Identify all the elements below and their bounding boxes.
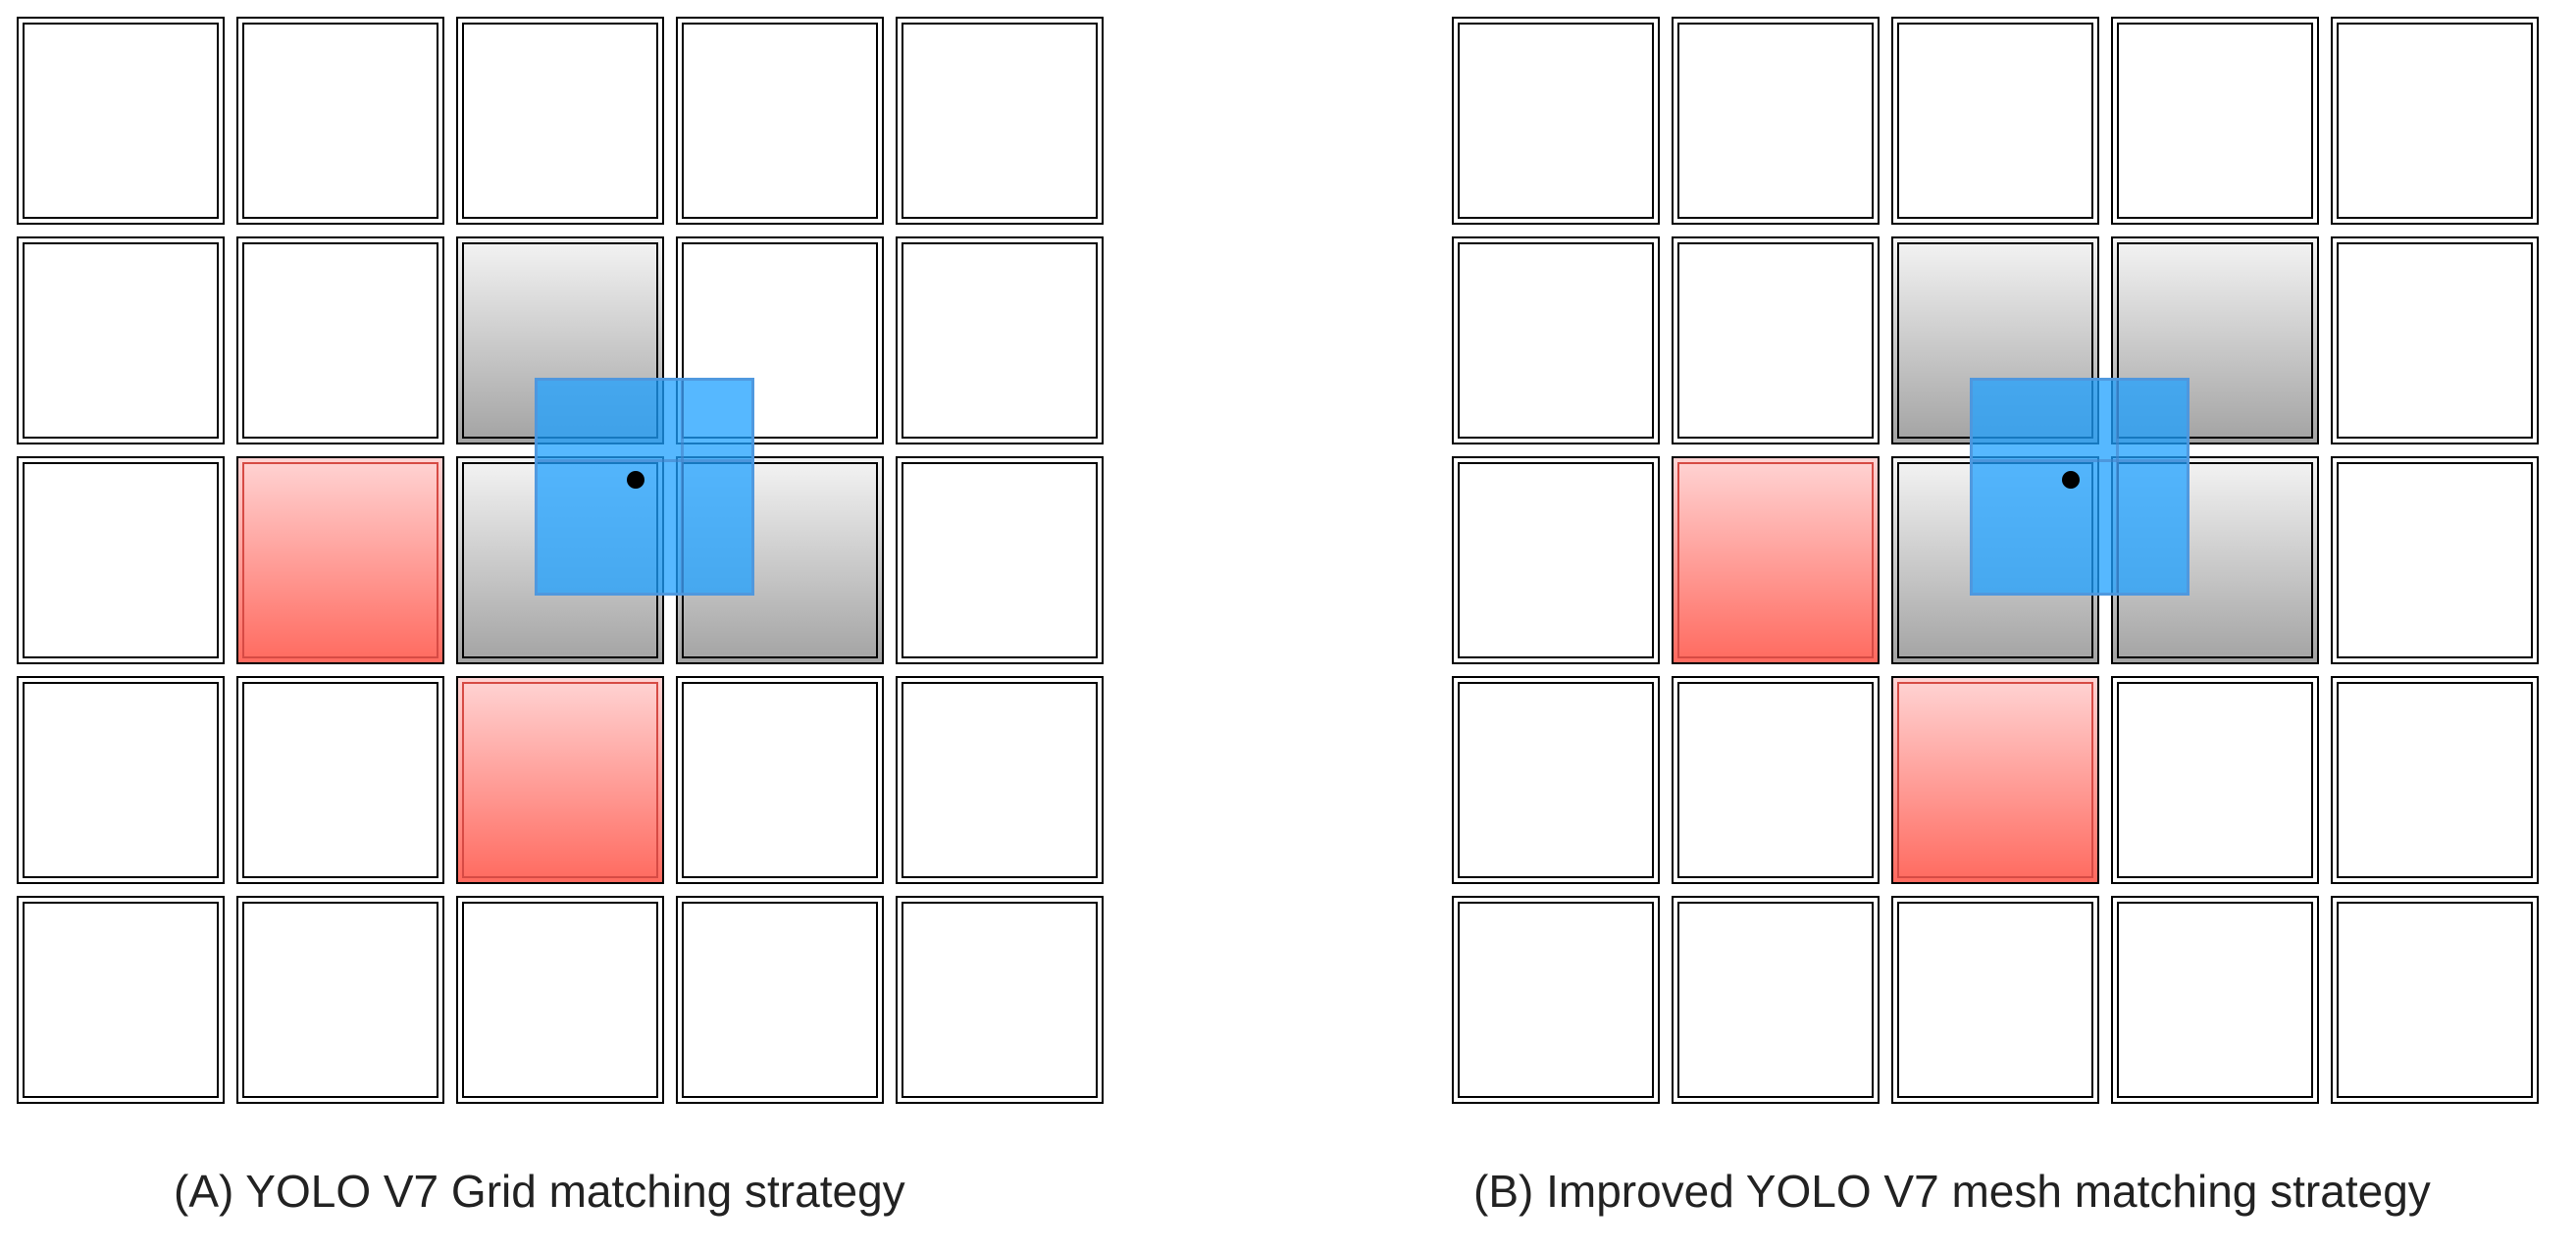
grid-cell — [17, 896, 225, 1104]
grid-cell — [1672, 676, 1880, 884]
grid-cell — [1452, 236, 1660, 444]
grid-cell — [17, 17, 225, 225]
box-cell-divider-vertical — [681, 381, 684, 593]
panel-a — [17, 17, 1127, 1127]
positive-grid-cell — [236, 456, 444, 664]
grid-cell — [2331, 236, 2539, 444]
grid-cell — [1672, 17, 1880, 225]
target-center-point — [627, 471, 644, 489]
grid-cell — [2331, 456, 2539, 664]
target-bounding-box — [1970, 378, 2190, 596]
grid-cell — [2111, 676, 2319, 884]
caption-a: (A) YOLO V7 Grid matching strategy — [174, 1166, 905, 1217]
grid-cell — [896, 896, 1104, 1104]
box-cell-divider-horizontal — [538, 459, 751, 462]
grid-cell — [1452, 17, 1660, 225]
positive-grid-cell — [1891, 676, 2099, 884]
panel-b — [1452, 17, 2562, 1127]
grid-cell — [896, 17, 1104, 225]
target-bounding-box — [535, 378, 754, 596]
grid-cell — [2111, 17, 2319, 225]
grid-cell — [1891, 896, 2099, 1104]
box-cell-divider-horizontal — [1973, 459, 2187, 462]
grid-cell — [1452, 896, 1660, 1104]
grid-cell — [236, 17, 444, 225]
grid-cell — [17, 236, 225, 444]
grid-cell — [676, 896, 884, 1104]
grid-cell — [2331, 676, 2539, 884]
positive-grid-cell — [1672, 456, 1880, 664]
grid-cell — [896, 676, 1104, 884]
grid-a — [17, 17, 1127, 1127]
grid-cell — [896, 456, 1104, 664]
grid-cell — [676, 676, 884, 884]
grid-cell — [2331, 896, 2539, 1104]
grid-b — [1452, 17, 2562, 1127]
grid-cell — [1452, 676, 1660, 884]
grid-cell — [456, 896, 664, 1104]
positive-grid-cell — [456, 676, 664, 884]
grid-cell — [2331, 17, 2539, 225]
grid-cell — [1672, 896, 1880, 1104]
target-center-point — [2062, 471, 2080, 489]
grid-cell — [17, 676, 225, 884]
grid-cell — [236, 896, 444, 1104]
box-cell-divider-vertical — [2116, 381, 2119, 593]
grid-cell — [896, 236, 1104, 444]
grid-cell — [236, 236, 444, 444]
grid-cell — [456, 17, 664, 225]
grid-cell — [1672, 236, 1880, 444]
grid-cell — [676, 17, 884, 225]
grid-cell — [1452, 456, 1660, 664]
grid-cell — [236, 676, 444, 884]
grid-cell — [2111, 896, 2319, 1104]
caption-b: (B) Improved YOLO V7 mesh matching strat… — [1473, 1166, 2431, 1217]
grid-cell — [17, 456, 225, 664]
grid-cell — [1891, 17, 2099, 225]
